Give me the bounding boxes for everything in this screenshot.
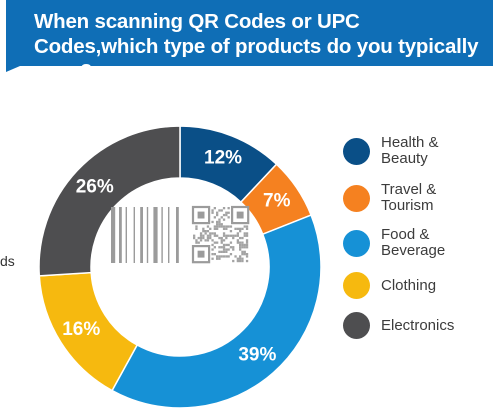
legend-swatch-travel-tourism [343, 184, 370, 212]
center-icons [111, 205, 250, 264]
legend-swatch-health-beauty [343, 137, 370, 165]
legend-swatch-clothing [343, 272, 370, 299]
qr-code-icon [191, 205, 250, 264]
slice-labels: 12% 7% 39% 16% 26% [62, 148, 290, 366]
slice-label-food-beverage: 39% [238, 344, 276, 365]
legend-label-food-beverage: Food & Beverage [381, 226, 446, 259]
banner-shape [6, 0, 493, 72]
legend-label-health-beauty: Health & Beauty [381, 134, 439, 167]
slice-label-health-beauty: 12% [204, 148, 242, 169]
slice-label-electronics: 26% [76, 176, 114, 197]
slice-label-travel-tourism: 7% [263, 191, 291, 212]
legend-swatch-food-beverage [343, 229, 370, 257]
legend-item-electronics: Electronics [343, 312, 454, 339]
legend-item-travel-tourism: Travel & Tourism [343, 182, 436, 214]
barcode-icon [111, 207, 179, 263]
legend-swatch-electronics [343, 312, 370, 339]
cropped-text-fragment: ds [0, 253, 15, 269]
legend-label-electronics: Electronics [381, 316, 455, 334]
chart-title: When scanning QR Codes or UPC Codes,whic… [34, 10, 479, 83]
legend-label-clothing: Clothing [381, 276, 437, 294]
legend-item-food-beverage: Food & Beverage [343, 227, 445, 259]
slice-food-beverage [111, 214, 322, 409]
slice-label-clothing: 16% [62, 319, 100, 340]
donut-slices [38, 125, 322, 409]
slice-electronics [38, 125, 181, 277]
title-banner: When scanning QR Codes or UPC Codes,whic… [0, 0, 493, 83]
legend-item-clothing: Clothing [343, 272, 436, 299]
legend-item-health-beauty: Health & Beauty [343, 135, 439, 167]
legend-label-travel-tourism: Travel & Tourism [381, 181, 437, 214]
